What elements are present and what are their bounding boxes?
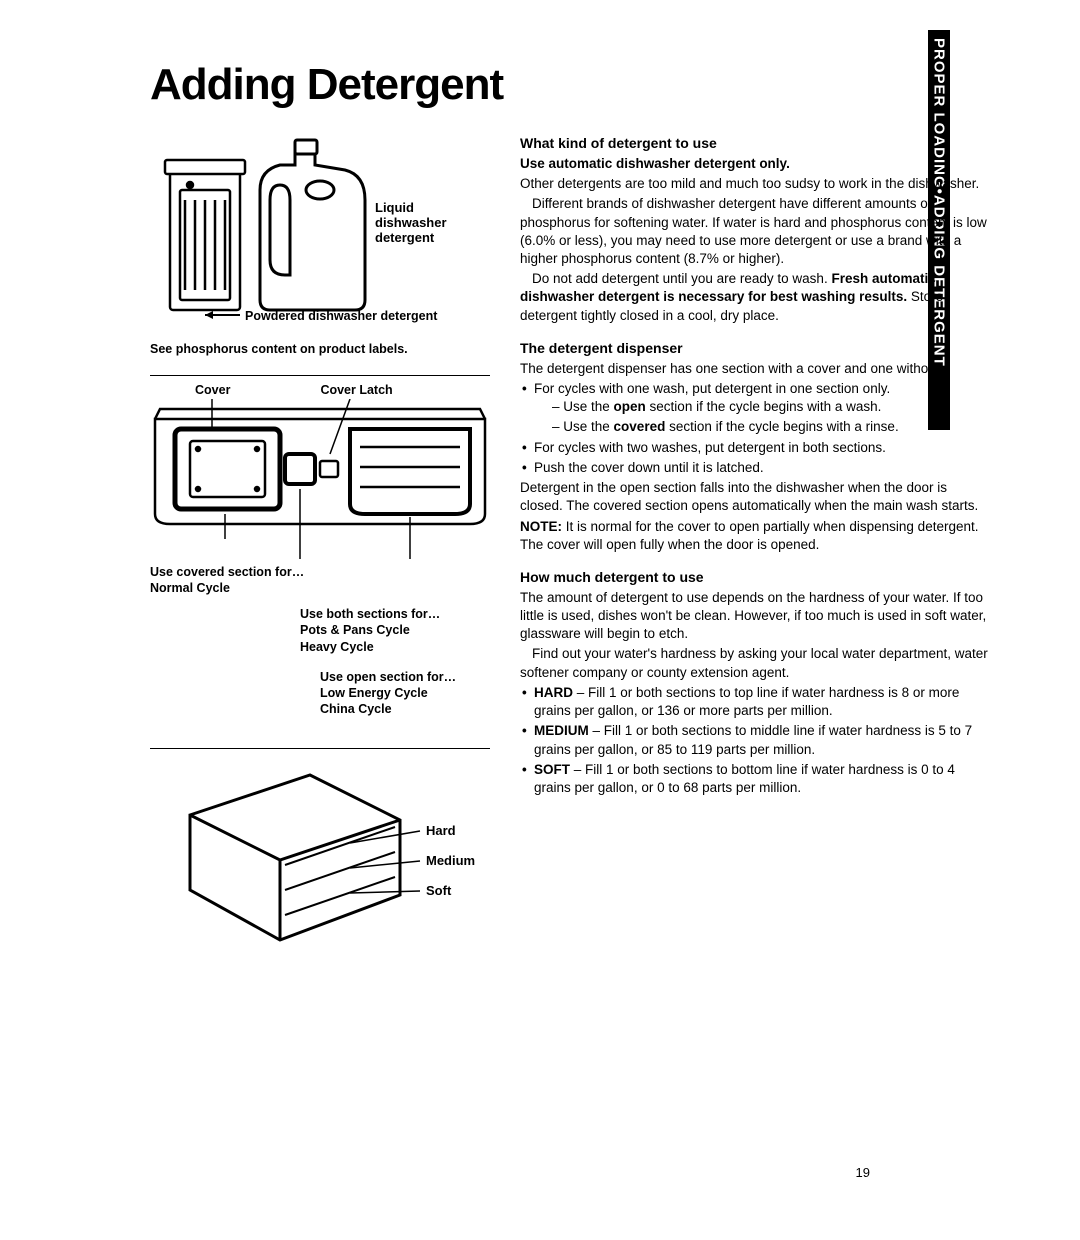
page-container: Adding Detergent — [0, 0, 1080, 1000]
powder-label: Powdered dishwasher detergent — [245, 309, 438, 323]
columns: Liquid dishwasher detergent Powdered dis… — [150, 130, 990, 960]
dash-item: – Use the covered section if the cycle b… — [534, 418, 990, 436]
soft-label: Soft — [426, 883, 452, 898]
both-sections-label: Use both sections for… Pots & Pans Cycle… — [150, 606, 490, 655]
list-item: Push the cover down until it is latched. — [534, 459, 990, 477]
left-column: Liquid dishwasher detergent Powdered dis… — [150, 130, 490, 960]
right-column: What kind of detergent to use Use automa… — [520, 130, 990, 960]
heading-dispenser: The detergent dispenser — [520, 339, 990, 358]
medium-label: Medium — [426, 853, 475, 868]
list-item: MEDIUM – Fill 1 or both sections to midd… — [534, 722, 990, 758]
list-dispenser: For cycles with one wash, put detergent … — [520, 380, 990, 477]
para-s3-2: Find out your water's hardness by asking… — [520, 645, 990, 681]
list-item: HARD – Fill 1 or both sections to top li… — [534, 684, 990, 720]
para-s2-3: NOTE: It is normal for the cover to open… — [520, 518, 990, 554]
page-title: Adding Detergent — [150, 60, 990, 110]
fig2-callouts: Use covered section for… Normal Cycle Us… — [150, 564, 490, 718]
para-s1-2: Different brands of dishwasher detergent… — [520, 195, 990, 268]
para-s2-1: The detergent dispenser has one section … — [520, 360, 990, 378]
para-s1-1: Other detergents are too mild and much t… — [520, 175, 990, 193]
para-s2-2: Detergent in the open section falls into… — [520, 479, 990, 515]
list-item: SOFT – Fill 1 or both sections to bottom… — [534, 761, 990, 797]
para-s3-1: The amount of detergent to use depends o… — [520, 589, 990, 644]
heading-what-kind: What kind of detergent to use — [520, 134, 990, 153]
fill-levels-illustration: Hard Medium Soft — [150, 755, 490, 955]
covered-section-label: Use covered section for… Normal Cycle — [150, 564, 490, 597]
list-hardness: HARD – Fill 1 or both sections to top li… — [520, 684, 990, 797]
liquid-label-2: dishwasher — [375, 215, 447, 230]
subhead-auto-only: Use automatic dishwasher detergent only. — [520, 155, 990, 173]
figure-detergent-types: Liquid dishwasher detergent Powdered dis… — [150, 130, 490, 357]
cover-latch-label: Cover Latch — [320, 382, 392, 398]
para-s1-3: Do not add detergent until you are ready… — [520, 270, 990, 325]
list-item: For cycles with two washes, put detergen… — [534, 439, 990, 457]
heading-how-much: How much detergent to use — [520, 568, 990, 587]
dash-item: – Use the open section if the cycle begi… — [534, 398, 990, 416]
list-item: For cycles with one wash, put detergent … — [534, 380, 990, 437]
page-number: 19 — [856, 1165, 870, 1180]
liquid-label-3: detergent — [375, 230, 435, 245]
figure-dispenser: Cover Cover Latch — [150, 375, 490, 717]
fig1-caption: See phosphorus content on product labels… — [150, 341, 490, 357]
dispenser-illustration — [150, 399, 490, 559]
detergent-types-illustration: Liquid dishwasher detergent Powdered dis… — [150, 130, 480, 330]
open-section-label: Use open section for… Low Energy Cycle C… — [150, 669, 490, 718]
hard-label: Hard — [426, 823, 456, 838]
liquid-label-1: Liquid — [375, 200, 414, 215]
figure-fill-levels: Hard Medium Soft — [150, 748, 490, 960]
cover-label: Cover — [195, 382, 230, 398]
